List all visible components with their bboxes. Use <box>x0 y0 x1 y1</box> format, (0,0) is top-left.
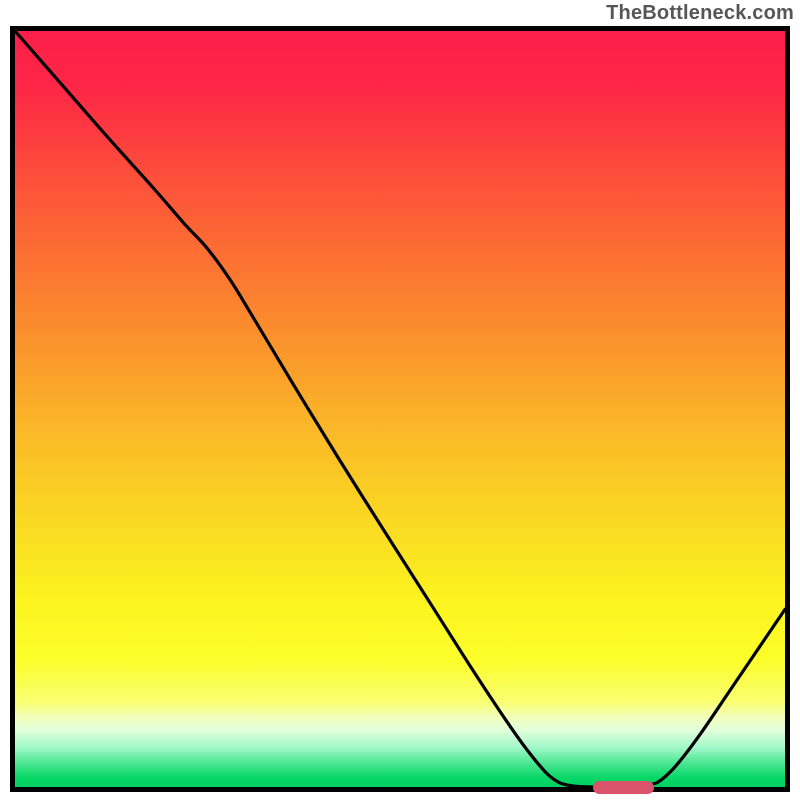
optimal-range-marker <box>593 781 655 794</box>
gradient-background <box>13 29 788 790</box>
attribution-label: TheBottleneck.com <box>606 2 794 25</box>
gradient-line-chart <box>0 0 800 800</box>
chart-stage: TheBottleneck.com <box>0 0 800 800</box>
